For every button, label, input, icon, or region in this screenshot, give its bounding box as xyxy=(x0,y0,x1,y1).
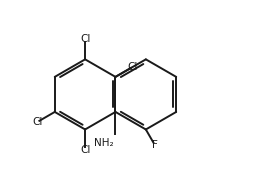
Text: Cl: Cl xyxy=(80,145,90,154)
Text: F: F xyxy=(152,140,157,150)
Text: Cl: Cl xyxy=(128,62,138,72)
Text: NH₂: NH₂ xyxy=(94,138,114,148)
Text: Cl: Cl xyxy=(32,117,42,127)
Text: Cl: Cl xyxy=(80,34,90,44)
